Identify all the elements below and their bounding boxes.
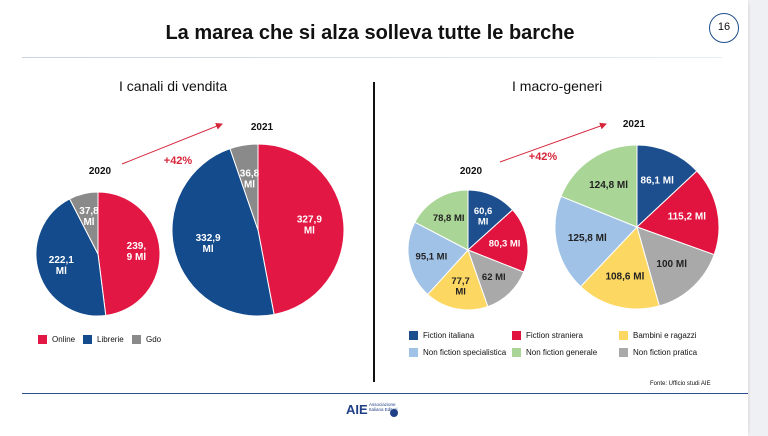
- growth-label-0: +42%: [164, 155, 193, 167]
- pie-slice-2021-fiction-straniera: [636, 170, 720, 256]
- pie-slice-2020-fiction-straniera: [467, 209, 529, 273]
- legend-item-fiction-italiana: Fiction italiana: [409, 331, 475, 341]
- pie-slice-2020-bambini-e-ragazzi: [426, 249, 489, 311]
- growth-label-1: +42%: [529, 151, 558, 163]
- pie-label-2021-non-fiction-generale: 124,8 Ml: [589, 180, 628, 191]
- aie-logo-mark: AIE: [346, 402, 368, 417]
- legend-item-librerie: Librerie: [83, 335, 124, 345]
- year-label-1-2020: 2020: [460, 166, 483, 177]
- pie-slice-2021-bambini-e-ragazzi: [579, 226, 660, 310]
- pie-label-2020-non-fiction-generale: 78,8 Ml: [433, 213, 465, 224]
- aie-logo: AIE Associazione Italiana Editori: [346, 401, 398, 419]
- legend-swatch-bambini: [619, 331, 628, 341]
- pie-slice-2020-librerie: [35, 198, 107, 317]
- pie-label-2021-online: 327,9 Ml: [297, 214, 322, 236]
- window-gutter: [750, 0, 768, 436]
- pie-label-2021-non-fiction-pratica: 100 Ml: [656, 259, 687, 270]
- pie-label-2021-fiction-italiana: 86,1 Ml: [641, 175, 675, 186]
- pie-slice-2021-online: [257, 143, 345, 316]
- growth-arrow-0: [121, 122, 223, 165]
- aie-logo-text: Associazione Italiana Editori: [369, 402, 398, 412]
- year-label-0-2020: 2020: [89, 166, 112, 177]
- legend-swatch-nf-generale: [512, 348, 521, 358]
- pie-slice-2021-fiction-italiana: [636, 144, 698, 229]
- year-label-1-2021: 2021: [623, 119, 646, 130]
- pie-label-2020-fiction-italiana: 60,6 Ml: [474, 205, 493, 227]
- section-title-generi: I macro-generi: [512, 78, 603, 94]
- footer-rule: [22, 393, 748, 394]
- title-underline: [22, 57, 722, 58]
- legend-label-bambini: Bambini e ragazzi: [633, 331, 697, 340]
- section-divider: [373, 82, 375, 382]
- legend-label-fiction-straniera: Fiction straniera: [526, 331, 583, 340]
- section-title-canali: I canali di vendita: [119, 78, 228, 94]
- legend-item-online: Online: [38, 335, 76, 345]
- legend-label-nf-generale: Non fiction generale: [526, 348, 598, 357]
- pie-label-2021-gdo: 36,8 Ml: [240, 168, 260, 190]
- year-label-0-2021: 2021: [251, 122, 274, 133]
- pie-slice-2020-non-fiction-generale: [414, 189, 469, 251]
- pie-label-2020-librerie: 222,1 Ml: [49, 255, 74, 277]
- legend-swatch-fiction-straniera: [512, 331, 521, 341]
- pie-slice-2020-online: [97, 191, 161, 317]
- pie-labels: 239, 9 Ml 222,1 Ml 37,8 Ml 2020 327,9 Ml 332,9 Ml 3…: [49, 119, 706, 297]
- legend-label-online: Online: [52, 335, 76, 344]
- legend-item-nf-generale: Non fiction generale: [512, 348, 598, 358]
- legend-label-nf-specialistica: Non fiction specialistica: [423, 348, 507, 357]
- legend-label-nf-pratica: Non fiction pratica: [633, 348, 698, 357]
- legend-swatch-librerie: [83, 335, 92, 345]
- growth-arrow-1: [499, 122, 607, 163]
- pie-slice-2020-non-fiction-specialistica: [407, 221, 469, 296]
- legend-label-gdo: Gdo: [146, 335, 162, 344]
- legend-item-nf-pratica: Non fiction pratica: [619, 348, 698, 358]
- pie-groups: [35, 143, 720, 317]
- legend-swatch-nf-specialistica: [409, 348, 418, 358]
- legend-label-librerie: Librerie: [97, 335, 124, 344]
- pie-label-2020-bambini-e-ragazzi: 77,7 Ml: [451, 276, 470, 298]
- legend-swatch-fiction-italiana: [409, 331, 418, 341]
- legend-item-nf-specialistica: Non fiction specialistica: [409, 348, 507, 358]
- legend-item-gdo: Gdo: [132, 335, 162, 345]
- pie-slice-2021-librerie: [171, 148, 275, 317]
- pie-label-2021-bambini-e-ragazzi: 108,6 Ml: [605, 271, 644, 282]
- pie-slice-2020-gdo: [68, 191, 99, 255]
- source-note: Fonte: Ufficio studi AIE: [650, 381, 711, 387]
- page-number-badge: 16: [709, 13, 739, 43]
- legend-swatch-nf-pratica: [619, 348, 628, 358]
- pie-label-2020-non-fiction-specialistica: 95,1 Ml: [416, 251, 448, 262]
- aie-logo-icon: [390, 409, 398, 417]
- pie-slice-2021-non-fiction-generale: [560, 144, 638, 228]
- pie-slice-2021-gdo: [229, 143, 259, 231]
- legend-label-fiction-italiana: Fiction italiana: [423, 331, 475, 340]
- pie-label-2020-fiction-straniera: 80,3 Ml: [489, 238, 521, 249]
- slide-title: La marea che si alza solleva tutte le ba…: [165, 22, 575, 44]
- legend-item-bambini: Bambini e ragazzi: [619, 331, 697, 341]
- legend-swatch-gdo: [132, 335, 141, 345]
- legend-swatch-online: [38, 335, 47, 345]
- pie-label-2021-non-fiction-specialistica: 125,8 Ml: [568, 232, 607, 243]
- pie-label-2020-online: 239, 9 Ml: [127, 241, 147, 263]
- pie-label-2021-librerie: 332,9 Ml: [196, 232, 221, 254]
- legend-item-fiction-straniera: Fiction straniera: [512, 331, 583, 341]
- pie-label-2021-fiction-straniera: 115,2 Ml: [668, 211, 707, 222]
- pie-slice-2021-non-fiction-pratica: [636, 226, 715, 307]
- pie-label-2020-gdo: 37,8 Ml: [79, 206, 99, 228]
- pie-label-2020-non-fiction-pratica: 62 Ml: [482, 271, 506, 282]
